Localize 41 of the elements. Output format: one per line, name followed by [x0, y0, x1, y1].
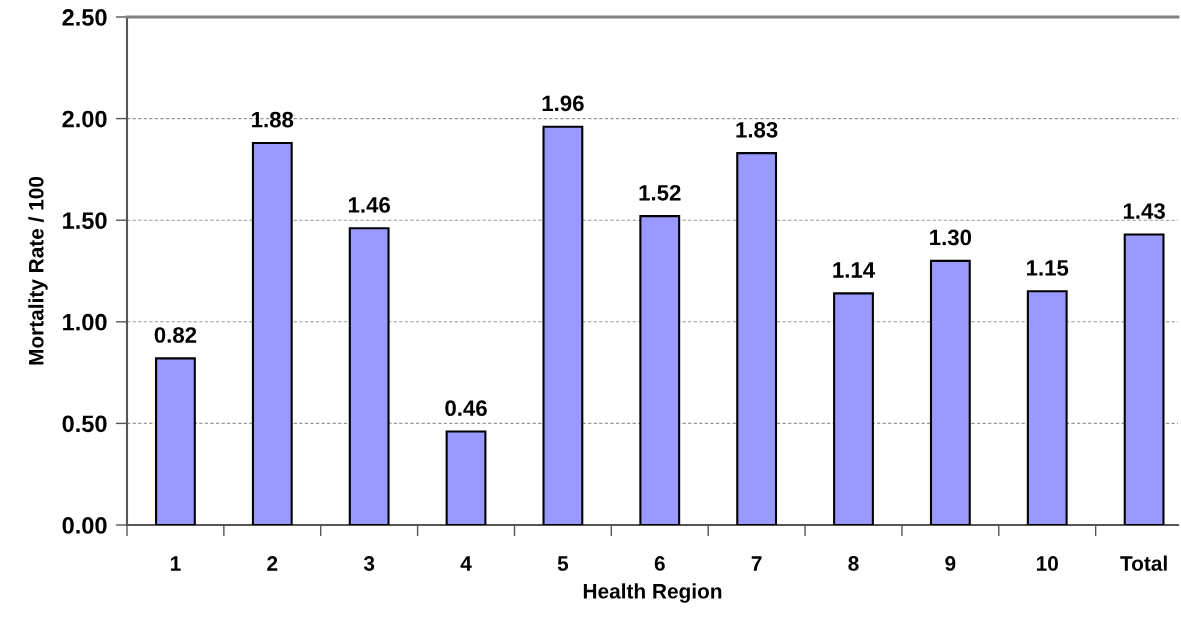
y-tick-label: 2.00 [62, 110, 107, 128]
data-label: 1.43 [1123, 203, 1165, 219]
data-label: 1.88 [252, 111, 294, 128]
x-tick-label: 5 [557, 556, 569, 571]
y-axis-title: Mortality Rate / 100 [28, 176, 48, 365]
bar [736, 152, 778, 525]
bar [251, 141, 293, 525]
bar [639, 215, 681, 525]
x-tick-label: 10 [1036, 556, 1058, 571]
y-tick-label: 2.50 [62, 9, 107, 26]
x-tick-label: 2 [267, 556, 278, 571]
data-label: 1.15 [1027, 260, 1069, 276]
data-label: 1.83 [736, 121, 778, 138]
bar [833, 292, 874, 525]
data-label: 1.30 [930, 229, 972, 246]
x-axis-title: Health Region [583, 583, 722, 603]
bar [1026, 290, 1068, 525]
x-tick-label: 1 [170, 556, 181, 571]
data-label: 1.46 [348, 197, 390, 213]
bar [1123, 233, 1165, 525]
x-tick-label: 8 [848, 556, 859, 571]
x-tick-label: 6 [654, 556, 665, 571]
x-tick-label: Total [1120, 555, 1167, 571]
y-tick-label: 1.50 [63, 212, 107, 229]
x-tick-label: 4 [460, 556, 472, 571]
x-tick-label: 3 [363, 556, 375, 571]
bar [929, 259, 971, 525]
data-label: 0.46 [445, 400, 487, 417]
x-tick-label: 9 [945, 556, 956, 571]
y-tick-label: 1.00 [63, 313, 107, 331]
data-label: 1.96 [542, 95, 584, 112]
data-label: 0.82 [154, 327, 197, 343]
bar [155, 357, 196, 525]
bar [542, 125, 584, 525]
data-label: 1.52 [639, 184, 681, 201]
x-tick-label: 7 [751, 556, 762, 571]
y-tick-label: 0.00 [62, 517, 107, 534]
bar [445, 430, 487, 525]
data-label: 1.14 [833, 262, 876, 278]
y-tick-label: 0.50 [62, 415, 107, 433]
bar [348, 227, 390, 525]
